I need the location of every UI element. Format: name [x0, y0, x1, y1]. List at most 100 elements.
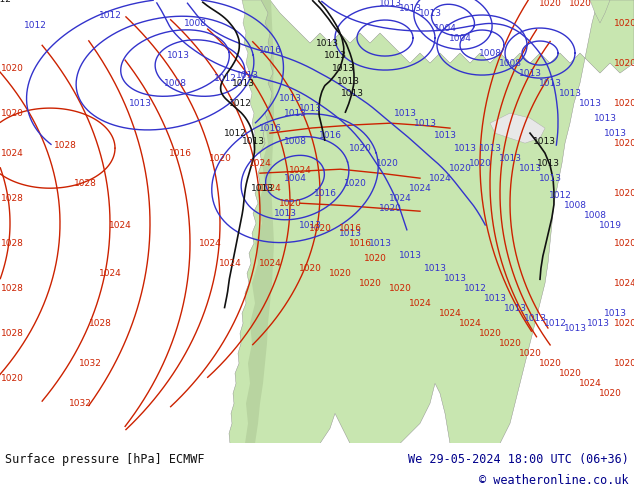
- Text: 1032: 1032: [79, 359, 101, 368]
- Text: 1013: 1013: [299, 103, 321, 113]
- Text: 1024: 1024: [579, 379, 602, 388]
- Text: 1013: 1013: [479, 144, 501, 153]
- Text: 1016: 1016: [169, 148, 191, 158]
- Text: 1013: 1013: [424, 264, 446, 273]
- Text: 1020: 1020: [375, 159, 398, 168]
- Text: 1020: 1020: [363, 254, 387, 263]
- Text: 1013: 1013: [604, 129, 626, 138]
- Text: 1013: 1013: [586, 319, 609, 328]
- Text: 1013: 1013: [299, 220, 321, 230]
- Text: 1024: 1024: [249, 159, 271, 168]
- Text: 1020: 1020: [614, 189, 634, 197]
- Text: 1004: 1004: [449, 33, 472, 43]
- Text: 1020: 1020: [389, 284, 411, 293]
- Text: 1020: 1020: [1, 374, 23, 383]
- Text: 1013: 1013: [503, 304, 526, 313]
- Text: 1008: 1008: [283, 137, 306, 146]
- Text: 1008: 1008: [183, 19, 207, 27]
- Text: 1024: 1024: [389, 194, 411, 203]
- Text: 1020: 1020: [479, 329, 501, 338]
- Text: 1020: 1020: [614, 359, 634, 368]
- Text: 1013: 1013: [536, 159, 559, 168]
- Text: 1020: 1020: [1, 109, 23, 118]
- Text: 1024: 1024: [259, 184, 281, 193]
- Text: 1013: 1013: [538, 173, 562, 183]
- Text: 1013: 1013: [564, 324, 586, 333]
- Text: 1020: 1020: [614, 319, 634, 328]
- Text: 1024: 1024: [614, 279, 634, 288]
- Text: 1008: 1008: [479, 49, 501, 57]
- Text: 1028: 1028: [1, 194, 23, 203]
- Text: 1013: 1013: [316, 39, 339, 48]
- Text: 1020: 1020: [559, 369, 581, 378]
- Text: 1020: 1020: [209, 154, 231, 163]
- Text: 1013: 1013: [368, 239, 392, 248]
- Text: 1013: 1013: [323, 50, 347, 60]
- Text: 1013: 1013: [484, 294, 507, 303]
- Text: 1013: 1013: [242, 137, 264, 146]
- Text: 1024: 1024: [99, 269, 121, 278]
- Text: 1013: 1013: [593, 114, 616, 122]
- Text: 1020: 1020: [299, 264, 321, 273]
- Text: 1013: 1013: [578, 98, 602, 108]
- Polygon shape: [490, 113, 545, 143]
- Text: 1012: 1012: [214, 74, 236, 83]
- Text: 1013: 1013: [339, 229, 361, 238]
- Text: 1013: 1013: [378, 0, 401, 7]
- Text: 1013: 1013: [538, 78, 562, 88]
- Text: 1013: 1013: [519, 164, 541, 172]
- Text: 1013: 1013: [413, 119, 436, 127]
- Text: 1024: 1024: [458, 319, 481, 328]
- Polygon shape: [590, 0, 610, 23]
- Text: 1012: 1012: [23, 21, 46, 29]
- Text: 1020: 1020: [614, 19, 634, 27]
- Polygon shape: [242, 0, 273, 153]
- Text: 1013: 1013: [231, 78, 254, 88]
- Text: 1008: 1008: [583, 211, 607, 220]
- Text: 1028: 1028: [1, 284, 23, 293]
- Text: 1016: 1016: [339, 224, 361, 233]
- Text: 1024: 1024: [198, 239, 221, 248]
- Text: 1013: 1013: [273, 209, 297, 218]
- Text: 1020: 1020: [309, 224, 332, 233]
- Text: 1013: 1013: [235, 71, 259, 79]
- Text: 1004: 1004: [434, 24, 456, 32]
- Text: 1020: 1020: [614, 98, 634, 108]
- Text: 1020: 1020: [498, 339, 521, 348]
- Text: 1013: 1013: [604, 309, 626, 318]
- Text: 1013: 1013: [559, 89, 581, 98]
- Text: 1020: 1020: [469, 159, 491, 168]
- Text: 1024: 1024: [409, 299, 431, 308]
- Text: 1024: 1024: [259, 259, 281, 268]
- Text: 1012: 1012: [0, 0, 11, 4]
- Text: 1028: 1028: [89, 319, 112, 328]
- Text: 1020: 1020: [378, 204, 401, 213]
- Text: 1020: 1020: [349, 144, 372, 153]
- Text: 1013: 1013: [250, 184, 273, 193]
- Text: 1028: 1028: [1, 329, 23, 338]
- Text: 1013: 1013: [498, 154, 522, 163]
- Text: 1013: 1013: [340, 89, 363, 98]
- Text: 1012: 1012: [463, 284, 486, 293]
- Text: We 29-05-2024 18:00 UTC (06+36): We 29-05-2024 18:00 UTC (06+36): [408, 453, 629, 466]
- Text: 1013: 1013: [167, 50, 190, 60]
- Text: 1013: 1013: [399, 3, 422, 13]
- Text: 1020: 1020: [538, 0, 562, 7]
- Text: Surface pressure [hPa] ECMWF: Surface pressure [hPa] ECMWF: [5, 453, 205, 466]
- Text: 1012: 1012: [98, 10, 122, 20]
- Polygon shape: [229, 0, 634, 443]
- Text: 1024: 1024: [108, 220, 131, 230]
- Text: 1016: 1016: [349, 239, 372, 248]
- Text: 1016: 1016: [259, 123, 281, 133]
- Text: 1024: 1024: [429, 173, 451, 183]
- Text: 1020: 1020: [538, 359, 562, 368]
- Text: 1020: 1020: [344, 179, 366, 188]
- Text: 1013: 1013: [519, 69, 541, 77]
- Text: 1020: 1020: [598, 389, 621, 398]
- Text: 1020: 1020: [614, 139, 634, 147]
- Text: 1012: 1012: [229, 98, 252, 108]
- Text: 1013: 1013: [283, 109, 306, 118]
- Text: 1024: 1024: [1, 148, 23, 158]
- Text: 1013: 1013: [129, 98, 152, 108]
- Text: 1020: 1020: [359, 279, 382, 288]
